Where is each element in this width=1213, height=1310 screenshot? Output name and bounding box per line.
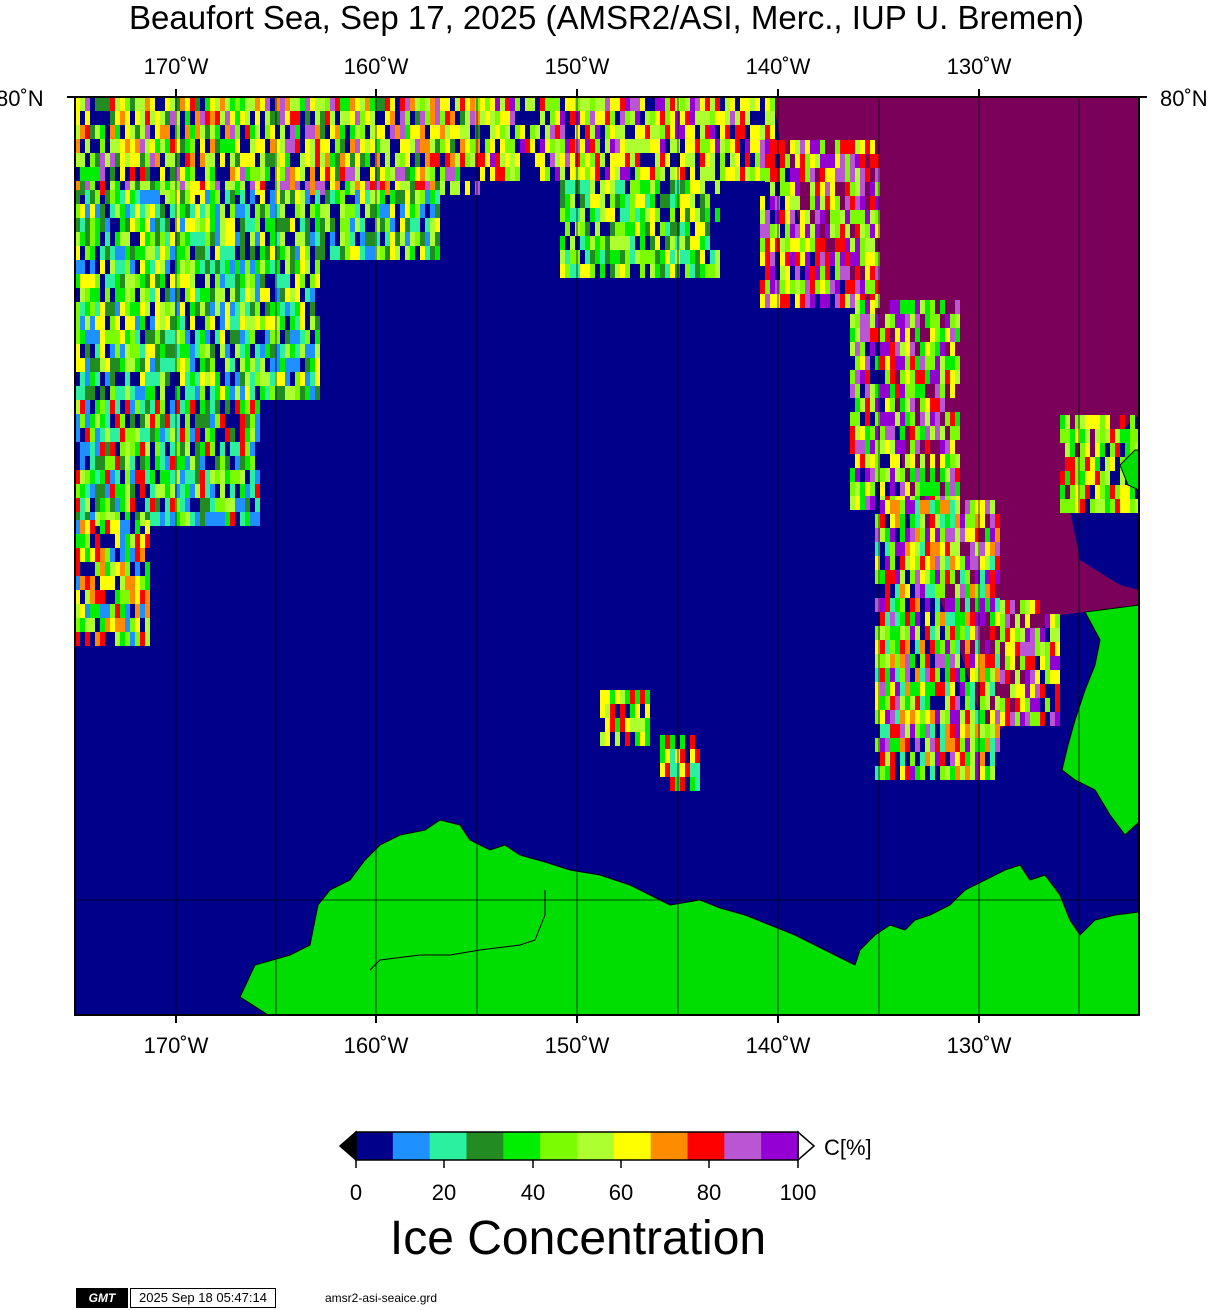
ice-edge-field	[75, 97, 1139, 791]
colorbar-cell	[650, 1132, 689, 1160]
colorbar-tick-100: 100	[779, 1180, 817, 1205]
alaska-land	[239, 819, 1139, 1015]
colorbar-ticks	[355, 1160, 799, 1168]
gmt-logo: GMT	[76, 1288, 128, 1308]
prince-patrick-island-land	[1119, 449, 1139, 491]
lon-label-bottom-170w: 170˚W	[143, 1033, 209, 1058]
colorbar-frame	[355, 1131, 799, 1161]
colorbar-tick-80: 80	[696, 1180, 722, 1205]
lat-label-right-80n: 80˚N	[1160, 86, 1208, 111]
map-title: Beaufort Sea, Sep 17, 2025 (AMSR2/ASI, M…	[129, 0, 1084, 36]
lon-label-bottom-140w: 140˚W	[745, 1033, 811, 1058]
colorbar-cell	[356, 1132, 394, 1160]
lon-label-bottom-150w: 150˚W	[544, 1033, 610, 1058]
colorbar	[338, 1130, 816, 1168]
colorbar-unit: C[%]	[824, 1135, 872, 1160]
colorbar-cell	[466, 1132, 504, 1160]
lon-label-top-150w: 150˚W	[544, 54, 610, 79]
lon-label-bottom-160w: 160˚W	[343, 1033, 409, 1058]
axis-ticks	[67, 89, 1147, 1023]
colorbar-cell	[613, 1132, 652, 1160]
border-line	[369, 890, 546, 971]
map-frame	[74, 96, 1140, 1016]
timestamp: 2025 Sep 18 05:47:14	[130, 1288, 276, 1308]
lat-label-left-80n: 80˚N	[0, 86, 44, 111]
colorbar-cell	[429, 1132, 468, 1160]
colorbar-cell	[687, 1132, 725, 1160]
graticule	[75, 97, 1139, 1015]
colorbar-under-triangle	[338, 1130, 357, 1162]
colorbar-cell	[503, 1132, 541, 1160]
colorbar-over-triangle	[797, 1130, 816, 1162]
lon-label-bottom-130w: 130˚W	[946, 1033, 1012, 1058]
colorbar-tick-40: 40	[520, 1180, 546, 1205]
colorbar-cell	[392, 1132, 431, 1160]
lon-label-top-170w: 170˚W	[143, 54, 209, 79]
colorbar-cell	[724, 1132, 762, 1160]
colorbar-cell	[540, 1132, 578, 1160]
colorbar-cell	[761, 1132, 799, 1160]
colorbar-tick-20: 20	[431, 1180, 457, 1205]
colorbar-title: Ice Concentration	[389, 1212, 767, 1265]
lon-label-top-160w: 160˚W	[343, 54, 409, 79]
colorbar-cell	[577, 1132, 615, 1160]
colorbar-tick-0: 0	[349, 1180, 363, 1205]
lon-label-top-140w: 140˚W	[745, 54, 811, 79]
lon-label-top-130w: 130˚W	[946, 54, 1012, 79]
colorbar-tick-60: 60	[608, 1180, 634, 1205]
banks-island-land	[1061, 604, 1139, 836]
grid-file-name: amsr2-asi-seaice.grd	[325, 1291, 438, 1305]
